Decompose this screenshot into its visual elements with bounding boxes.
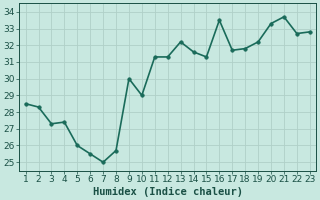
X-axis label: Humidex (Indice chaleur): Humidex (Indice chaleur) <box>93 186 243 197</box>
